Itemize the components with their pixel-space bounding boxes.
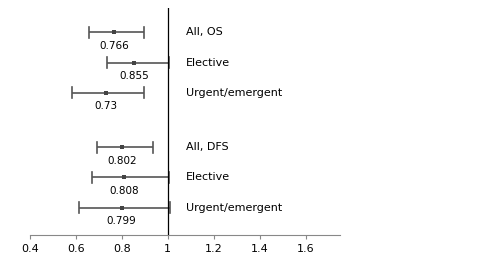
Text: 0.855: 0.855 <box>120 71 150 81</box>
Text: Urgent/emergent: Urgent/emergent <box>186 203 282 213</box>
Text: All, DFS: All, DFS <box>186 142 229 152</box>
Text: 0.802: 0.802 <box>108 156 137 166</box>
Text: 0.808: 0.808 <box>109 186 138 196</box>
Text: 0.73: 0.73 <box>94 101 118 111</box>
Text: 0.799: 0.799 <box>106 216 136 226</box>
Text: Elective: Elective <box>186 58 230 68</box>
Text: All, OS: All, OS <box>186 27 223 37</box>
Text: Urgent/emergent: Urgent/emergent <box>186 88 282 98</box>
Text: 0.766: 0.766 <box>99 41 129 51</box>
Text: Elective: Elective <box>186 173 230 183</box>
